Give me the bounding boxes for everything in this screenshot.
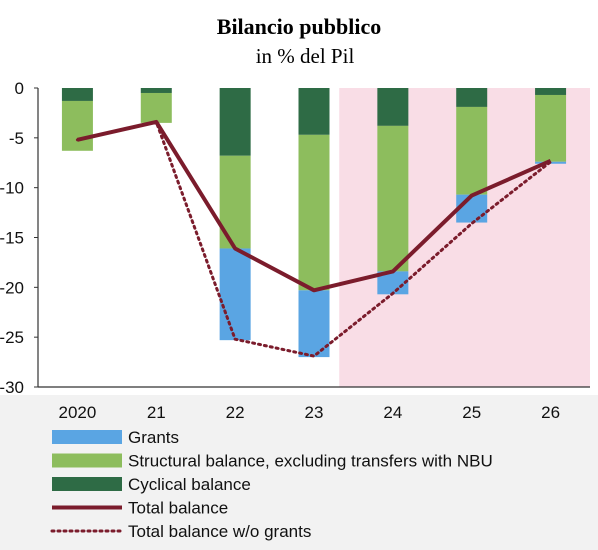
bar-grants-24	[377, 271, 409, 295]
legend-swatch	[52, 430, 122, 444]
legend-swatch	[52, 477, 122, 491]
bar-structural-balance-2020	[61, 100, 93, 151]
chart-title: Bilancio pubblico	[216, 14, 382, 39]
bar-structural-balance-23	[298, 134, 330, 291]
legend-label: Total balance	[128, 499, 228, 518]
bar-structural-balance-24	[377, 125, 409, 272]
x-tick-label: 22	[226, 403, 245, 422]
legend-label: Grants	[128, 428, 179, 447]
bar-structural-balance-21	[140, 92, 172, 123]
line-total-balance-wo-grants	[75, 120, 553, 358]
figure-bottom-background	[0, 395, 598, 550]
legend-swatch	[52, 453, 122, 468]
bar-grants-25	[456, 194, 488, 223]
bar-cyclical-balance-2020	[61, 88, 93, 101]
bar-cyclical-balance-25	[456, 88, 488, 107]
chart-subtitle: in % del Pil	[255, 44, 355, 68]
bar-cyclical-balance-21	[140, 88, 172, 93]
x-tick-label: 24	[383, 403, 402, 422]
bar-grants-23	[298, 290, 330, 358]
bar-cyclical-balance-23	[298, 88, 330, 135]
bar-cyclical-balance-22	[219, 88, 251, 156]
legend-label: Cyclical balance	[128, 475, 251, 494]
x-tick-label: 26	[541, 403, 560, 422]
y-tick-label: -5	[9, 129, 24, 148]
legend-label: Structural balance, excluding transfers …	[128, 452, 493, 471]
x-tick-label: 25	[462, 403, 481, 422]
bar-structural-balance-25	[456, 106, 488, 195]
legend-label: Total balance w/o grants	[128, 522, 311, 541]
y-tick-label: -25	[0, 328, 24, 347]
bar-structural-balance-26	[535, 94, 567, 162]
y-tick-label: -10	[0, 179, 24, 198]
y-tick-label: -15	[0, 229, 24, 248]
bar-grants-22	[219, 248, 251, 341]
x-tick-label: 2020	[59, 403, 97, 422]
bar-cyclical-balance-26	[535, 88, 567, 95]
y-tick-label: 0	[15, 79, 24, 98]
x-tick-label: 23	[305, 403, 324, 422]
y-tick-label: -20	[0, 278, 24, 297]
x-tick-label: 21	[147, 403, 166, 422]
bar-cyclical-balance-24	[377, 88, 409, 126]
y-tick-label: -30	[0, 378, 24, 397]
